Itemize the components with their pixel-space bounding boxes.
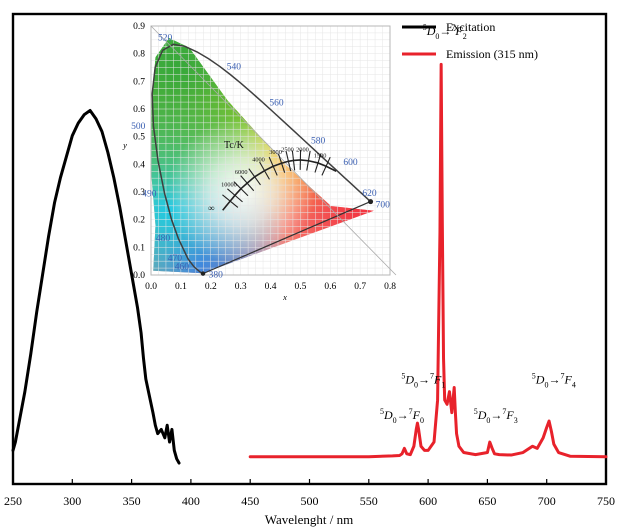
x-tick-label: 650: [478, 494, 496, 508]
transition-label-part: 0: [486, 416, 490, 425]
transition-label-part: F: [412, 408, 421, 422]
transition-label-part: 5: [380, 407, 384, 416]
transition-label-part: →: [490, 408, 502, 422]
transition-label-part: →: [418, 372, 430, 386]
x-tick-label: 400: [182, 494, 200, 508]
transition-label-part: 7: [430, 371, 434, 380]
transition-label-part: →: [397, 408, 409, 422]
x-tick-label: 450: [241, 494, 259, 508]
transition-label-part: D: [426, 24, 436, 38]
transition-label-part: D: [535, 372, 545, 386]
transition-label-part: D: [404, 372, 414, 386]
transition-label-part: 5: [423, 23, 427, 32]
transition-label: 5D0→7F4: [532, 371, 576, 389]
transition-label-part: F: [454, 24, 463, 38]
transition-label-part: 2: [463, 32, 467, 41]
transition-label-part: 5: [532, 371, 536, 380]
x-axis-label: Wavelenght / nm: [265, 512, 354, 527]
x-axis-ticks: 250 300 350 400 450 500 550 600 650 700 750: [4, 479, 615, 508]
transition-label-part: F: [505, 408, 514, 422]
x-tick-label: 700: [538, 494, 556, 508]
transition-label: 5D0→7F0: [380, 407, 424, 425]
x-tick-label: 500: [301, 494, 319, 508]
transition-label-part: →: [548, 372, 560, 386]
transition-label: 5D0→7F3: [474, 407, 518, 425]
excitation-line: [11, 109, 181, 465]
transition-label-part: 5: [474, 407, 478, 416]
x-tick-label: 750: [597, 494, 615, 508]
plot-frame: [11, 12, 608, 486]
transition-label-part: 4: [572, 380, 576, 389]
transition-label-part: 7: [502, 407, 506, 416]
legend: Excitation Emission (315 nm): [402, 20, 538, 61]
transition-label-part: 0: [393, 416, 397, 425]
transition-label-part: F: [433, 372, 442, 386]
legend-excitation-label: Excitation: [446, 20, 495, 34]
transition-label-part: 5: [401, 371, 405, 380]
transition-label-part: 7: [409, 407, 413, 416]
transition-label-part: 3: [514, 416, 518, 425]
transition-label-part: 0: [414, 380, 418, 389]
transition-label: 5D0→7F1: [401, 371, 445, 389]
transition-label-part: 7: [451, 23, 455, 32]
transition-label-part: 0: [420, 416, 424, 425]
transition-label-part: 1: [441, 380, 445, 389]
emission-series-group: [248, 62, 608, 459]
excitation-series-group: [11, 109, 181, 465]
x-tick-label: 350: [123, 494, 141, 508]
transition-label-part: 0: [435, 32, 439, 41]
x-tick-label: 600: [419, 494, 437, 508]
x-tick-label: 300: [63, 494, 81, 508]
transition-label-part: D: [477, 408, 487, 422]
x-tick-label: 250: [4, 494, 22, 508]
transition-label-part: F: [563, 372, 572, 386]
x-tick-label: 550: [360, 494, 378, 508]
transition-label-part: →: [439, 24, 451, 38]
transition-label-part: 7: [560, 371, 564, 380]
transition-label: 5D0→7F2: [423, 23, 467, 41]
transition-label-part: 0: [544, 380, 548, 389]
legend-emission-label: Emission (315 nm): [446, 47, 538, 61]
transition-label-part: D: [383, 408, 393, 422]
emission-line: [248, 62, 608, 459]
